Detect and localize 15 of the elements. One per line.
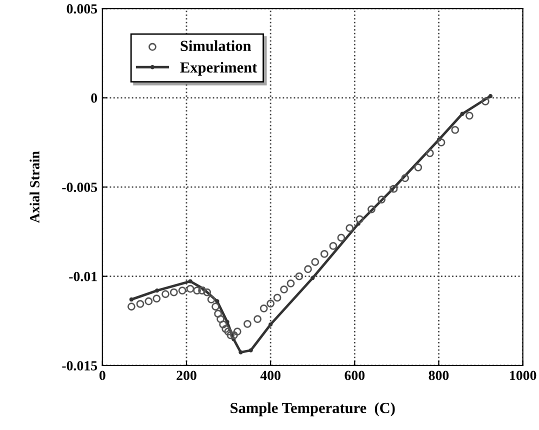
x-tick-label: 600 bbox=[344, 370, 365, 380]
x-axis-title: Sample Temperature (C) bbox=[230, 402, 395, 416]
legend-label: Simulation bbox=[180, 40, 252, 52]
y-tick-label: 0 bbox=[91, 93, 98, 103]
x-tick-label: 1000 bbox=[510, 370, 536, 380]
x-tick-label: 400 bbox=[260, 370, 280, 380]
x-tick-label: 800 bbox=[428, 370, 449, 380]
legend-label: Experiment bbox=[180, 62, 258, 76]
y-axis-title: Axial Strain bbox=[30, 151, 40, 223]
x-tick-label: 0 bbox=[99, 370, 106, 380]
y-tick-label: -0.01 bbox=[69, 272, 97, 282]
y-tick-label: -0.015 bbox=[62, 361, 98, 371]
y-tick-label: 0.005 bbox=[66, 4, 98, 14]
x-tick-label: 200 bbox=[176, 370, 196, 380]
y-tick-label: -0.005 bbox=[62, 182, 98, 192]
